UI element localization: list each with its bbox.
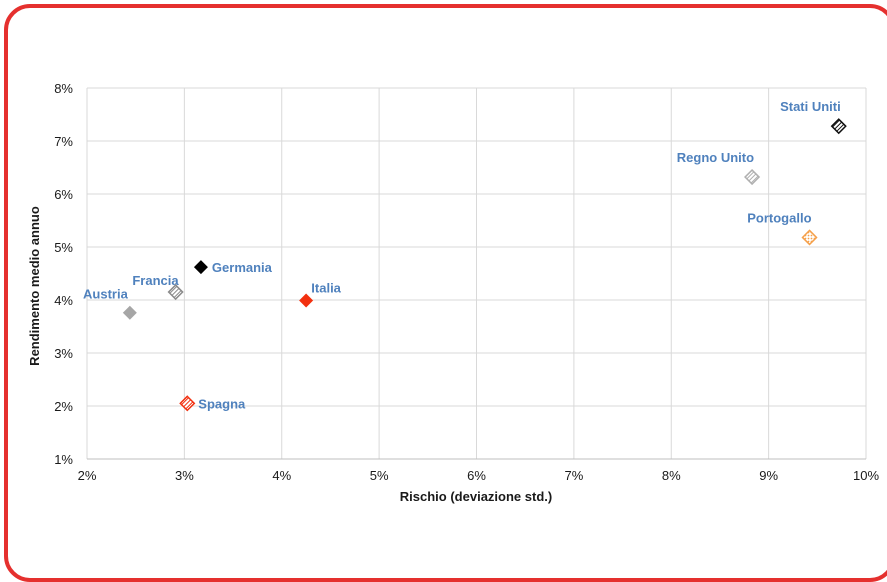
x-tick-label: 10% [853,468,879,483]
point-label: Francia [132,273,179,288]
scatter-chart: 2% 3% 4% 5% 6% 7% 8% 9% 10% 1% 2% 3% 4% 5% 6% 7% 8% Stat… [27,81,879,504]
y-tick-label: 1% [54,452,73,467]
y-tick-label: 2% [54,399,73,414]
point-label: Spagna [198,396,246,411]
point-label: Regno Unito [677,150,754,165]
data-point-portogallo [801,229,818,246]
y-tick-label: 4% [54,293,73,308]
x-tick-label: 2% [78,468,97,483]
point-labels: Stati Uniti Regno Unito Portogallo Germania… [83,99,841,411]
x-tick-label: 4% [272,468,291,483]
y-axis-title: Rendimento medio annuo [27,206,42,366]
data-point-stati-uniti [830,118,847,135]
x-axis-title: Rischio (deviazione std.) [400,489,552,504]
data-point-spagna [179,395,196,412]
y-tick-label: 8% [54,81,73,96]
grid-lines [86,87,867,460]
x-tick-label: 6% [467,468,486,483]
data-point-regno-unito [744,168,761,186]
point-label: Italia [311,281,341,296]
data-point-germania [193,260,208,275]
y-tick-label: 5% [54,240,73,255]
tick-labels: 2% 3% 4% 5% 6% 7% 8% 9% 10% 1% 2% 3% 4% 5% 6% 7% 8% [54,81,879,483]
point-label: Portogallo [747,210,811,225]
y-tick-label: 3% [54,346,73,361]
x-tick-label: 8% [662,468,681,483]
y-tick-label: 7% [54,134,73,149]
x-tick-label: 5% [370,468,389,483]
data-point-austria [122,305,137,320]
data-point-italia [299,293,314,308]
y-tick-label: 6% [54,187,73,202]
x-tick-label: 3% [175,468,194,483]
data-points [122,118,847,412]
data-point-francia [167,283,184,301]
point-label: Stati Uniti [780,99,841,114]
x-tick-label: 7% [564,468,583,483]
point-label: Austria [83,287,129,302]
x-tick-label: 9% [759,468,778,483]
point-label: Germania [212,260,273,275]
